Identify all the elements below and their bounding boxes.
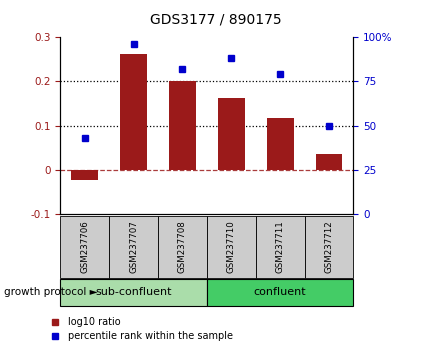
Bar <box>206 279 353 306</box>
Text: GSM237710: GSM237710 <box>226 221 235 273</box>
Bar <box>266 118 293 170</box>
Bar <box>158 216 206 278</box>
Text: GSM237706: GSM237706 <box>80 221 89 273</box>
Bar <box>304 216 353 278</box>
Text: GDS3177 / 890175: GDS3177 / 890175 <box>149 12 281 27</box>
Bar <box>315 154 341 170</box>
Bar <box>60 216 109 278</box>
Text: GSM237707: GSM237707 <box>129 221 138 273</box>
Bar <box>60 279 206 306</box>
Text: percentile rank within the sample: percentile rank within the sample <box>68 331 233 341</box>
Bar <box>109 216 158 278</box>
Bar <box>206 216 255 278</box>
Text: sub-confluent: sub-confluent <box>95 287 172 297</box>
Text: GSM237711: GSM237711 <box>275 221 284 273</box>
Text: GSM237708: GSM237708 <box>178 221 187 273</box>
Text: GSM237712: GSM237712 <box>324 221 333 273</box>
Text: growth protocol ►: growth protocol ► <box>4 287 98 297</box>
Bar <box>255 216 304 278</box>
Bar <box>71 170 98 179</box>
Text: log10 ratio: log10 ratio <box>68 317 120 327</box>
Bar <box>169 80 195 170</box>
Bar <box>120 54 147 170</box>
Text: confluent: confluent <box>253 287 306 297</box>
Bar <box>218 98 244 170</box>
